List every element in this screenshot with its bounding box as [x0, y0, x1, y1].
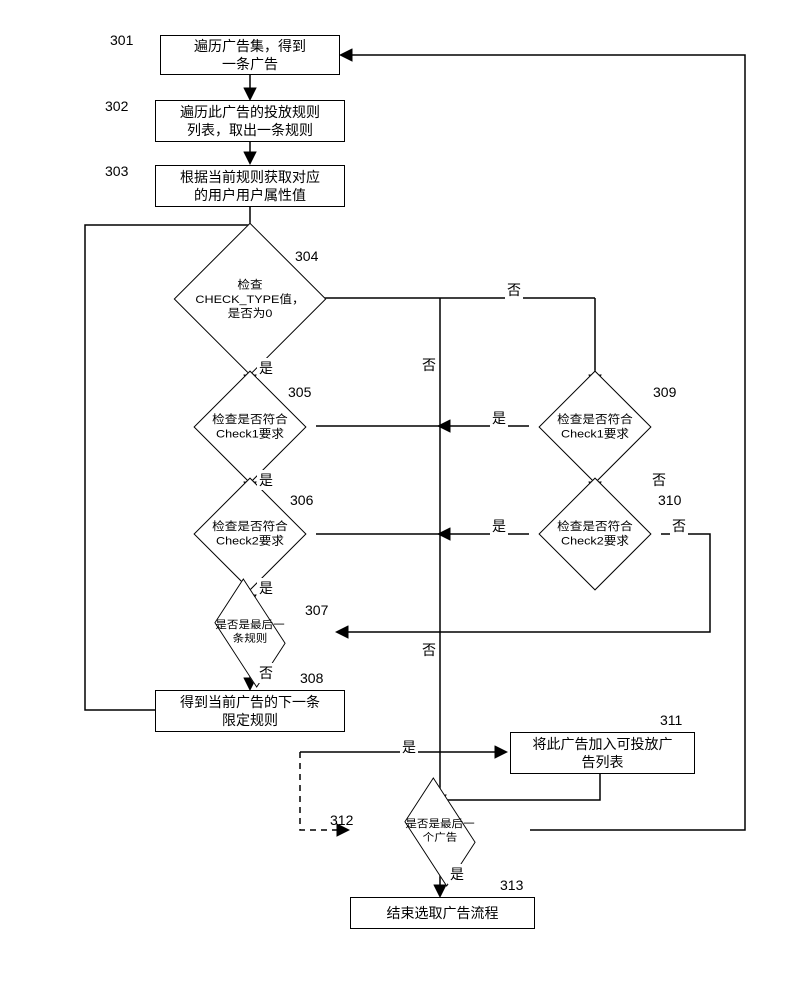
edge-310-no: 否: [670, 516, 688, 536]
step-305-label: 305: [288, 384, 311, 400]
edge-305-no: 否: [420, 355, 438, 375]
step-311-box: 将此广告加入可投放广 告列表: [510, 732, 695, 774]
step-306-diamond: 检查是否符合 Check2要求: [210, 494, 290, 574]
step-313-text: 结束选取广告流程: [387, 904, 499, 922]
step-311-text: 将此广告加入可投放广 告列表: [533, 735, 673, 771]
step-307-label: 307: [305, 602, 328, 618]
edge-307-no: 否: [257, 663, 275, 683]
step-302-text: 遍历此广告的投放规则 列表，取出一条规则: [180, 103, 320, 139]
step-313-label: 313: [500, 877, 523, 893]
edge-309-yes: 是: [490, 408, 508, 428]
step-304-label: 304: [295, 248, 318, 264]
edge-306-no: 否: [420, 640, 438, 660]
edge-312-yes: 是: [448, 864, 466, 884]
step-313-box: 结束选取广告流程: [350, 897, 535, 929]
step-306-label: 306: [290, 492, 313, 508]
step-308-label: 308: [300, 670, 323, 686]
step-307-text: 是否是最后一条规则: [210, 620, 290, 646]
step-301-box: 遍历广告集，得到 一条广告: [160, 35, 340, 75]
step-312-label: 312: [330, 812, 353, 828]
step-308-text: 得到当前广告的下一条 限定规则: [180, 693, 320, 729]
edge-304-yes: 是: [257, 358, 275, 378]
step-309-text: 检查是否符合 Check1要求: [557, 413, 633, 442]
step-312-text: 是否是最后一个广告: [400, 819, 480, 845]
step-311-label: 311: [660, 712, 682, 728]
step-309-label: 309: [653, 384, 676, 400]
step-309-diamond: 检查是否符合 Check1要求: [555, 387, 635, 467]
edge-307-yes: 是: [400, 737, 418, 757]
step-304-diamond: 检查 CHECK_TYPE值， 是否为0: [196, 245, 304, 353]
step-310-label: 310: [658, 492, 681, 508]
step-308-box: 得到当前广告的下一条 限定规则: [155, 690, 345, 732]
edge-305-yes: 是: [257, 470, 275, 490]
step-305-text: 检查是否符合 Check1要求: [212, 413, 288, 442]
step-303-label: 303: [105, 163, 128, 179]
step-303-text: 根据当前规则获取对应 的用户用户属性值: [180, 168, 320, 204]
edge-310-yes: 是: [490, 516, 508, 536]
step-310-diamond: 检查是否符合 Check2要求: [555, 494, 635, 574]
edge-306-yes: 是: [257, 578, 275, 598]
step-307-diamond: 是否是最后一条规则: [212, 607, 288, 659]
step-304-text: 检查 CHECK_TYPE值， 是否为0: [195, 278, 304, 321]
step-302-label: 302: [105, 98, 128, 114]
step-312-diamond: 是否是最后一个广告: [402, 806, 478, 858]
step-301-label: 301: [110, 32, 133, 48]
step-305-diamond: 检查是否符合 Check1要求: [210, 387, 290, 467]
edge-309-no: 否: [650, 470, 668, 490]
step-302-box: 遍历此广告的投放规则 列表，取出一条规则: [155, 100, 345, 142]
step-301-text: 遍历广告集，得到 一条广告: [194, 37, 306, 73]
step-306-text: 检查是否符合 Check2要求: [212, 520, 288, 549]
step-310-text: 检查是否符合 Check2要求: [557, 520, 633, 549]
step-303-box: 根据当前规则获取对应 的用户用户属性值: [155, 165, 345, 207]
edge-304-no: 否: [505, 280, 523, 300]
